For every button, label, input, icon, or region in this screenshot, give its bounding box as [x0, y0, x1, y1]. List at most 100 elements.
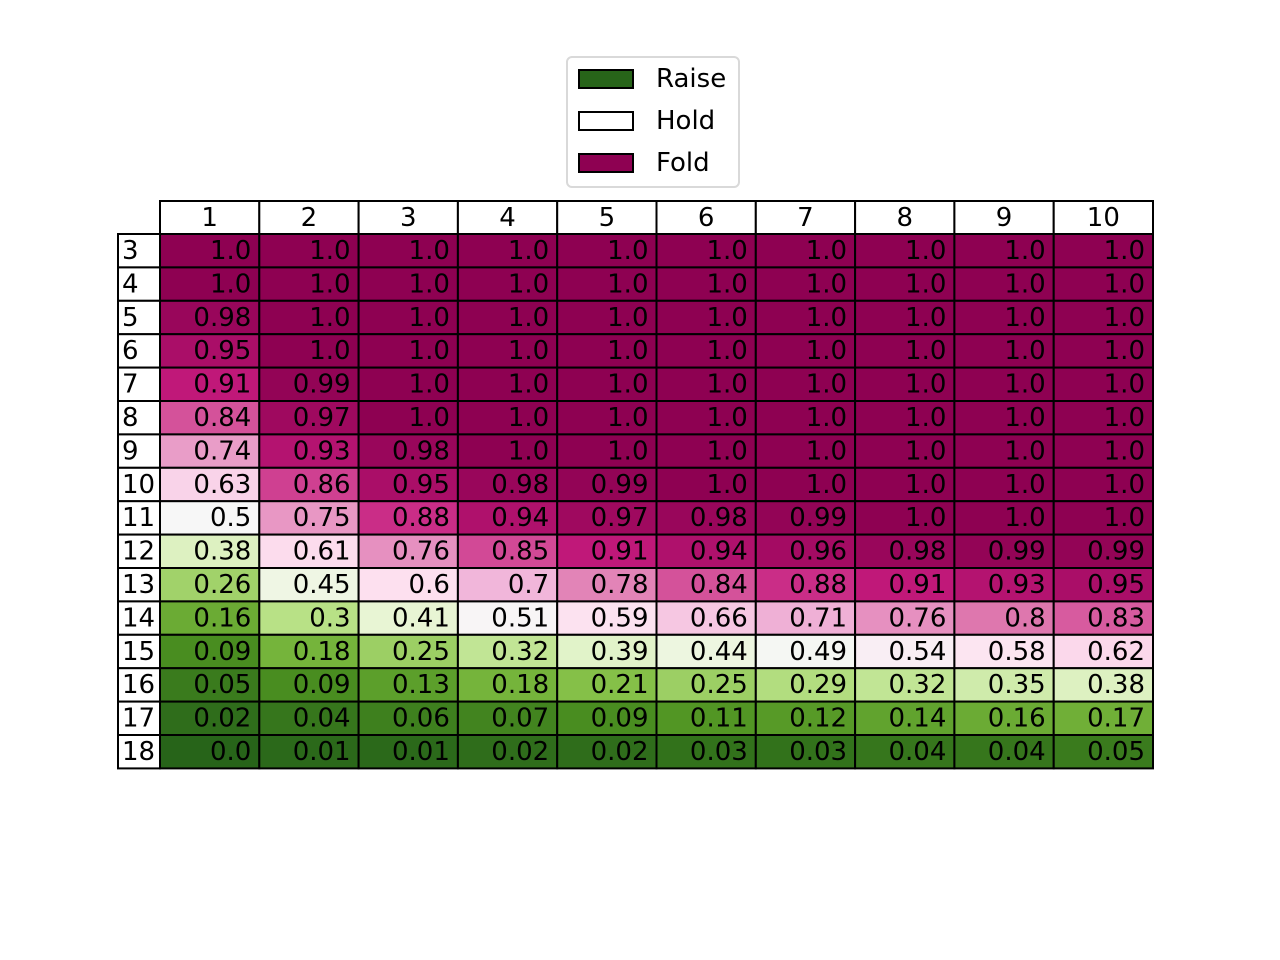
cell-value-label: 0.84 — [193, 403, 251, 433]
cell-value-label: 0.25 — [690, 670, 748, 700]
heatmap-cell — [754, 667, 857, 703]
cell-value-label: 1.0 — [1104, 470, 1145, 500]
cell-value-label: 0.49 — [789, 637, 847, 667]
cell-value-label: 1.0 — [806, 436, 847, 466]
heatmap-cell — [159, 266, 261, 302]
heatmap-cell — [953, 633, 1055, 670]
heatmap-cell — [159, 366, 261, 403]
row-header-label: 18 — [122, 737, 155, 767]
cell-value-label: 0.06 — [392, 704, 450, 734]
cell-value-label: 0.09 — [193, 637, 251, 667]
heatmap-cell — [953, 567, 1055, 603]
cell-value-label: 1.0 — [905, 370, 946, 400]
heatmap-cell — [357, 299, 459, 336]
cell-value-label: 1.0 — [706, 269, 747, 299]
heatmap-cell — [655, 366, 757, 403]
heatmap-cell — [854, 734, 956, 770]
cell-value-label: 1.0 — [607, 303, 648, 333]
cell-value-label: 1.0 — [706, 470, 747, 500]
cell-value-label: 1.0 — [409, 403, 450, 433]
row-header-label: 14 — [122, 603, 155, 633]
heatmap-cell — [754, 633, 857, 670]
cell-value-label: 1.0 — [706, 303, 747, 333]
heatmap-cell — [655, 533, 757, 569]
heatmap-cell — [159, 400, 261, 436]
cell-value-label: 1.0 — [607, 236, 648, 266]
heatmap-cell — [1052, 433, 1154, 469]
cell-value-label: 1.0 — [905, 503, 946, 533]
cell-value-label: 1.0 — [706, 236, 747, 266]
cell-value-label: 0.63 — [193, 470, 251, 500]
heatmap-cell — [258, 433, 360, 469]
heatmap-cell — [159, 299, 261, 336]
row-header-cell — [117, 600, 161, 636]
heatmap-cell — [456, 533, 559, 569]
cell-value-label: 1.0 — [409, 269, 450, 299]
column-header-label: 10 — [1087, 203, 1120, 233]
cell-value-label: 1.0 — [409, 370, 450, 400]
cell-value-label: 0.35 — [988, 670, 1046, 700]
cell-value-label: 1.0 — [1104, 303, 1145, 333]
cell-value-label: 1.0 — [706, 370, 747, 400]
cell-value-label: 0.85 — [491, 537, 549, 567]
heatmap-cell — [258, 400, 360, 436]
heatmap-cell — [754, 233, 857, 269]
column-header-label: 8 — [896, 203, 913, 233]
heatmap-cell — [953, 533, 1055, 569]
row-header-cell — [117, 567, 161, 603]
table-grid: 1 2 3 4 5 6 7 8 9 103 1.0 1.0 1.0 1.0 1.0 1.0 1.0 1.0 1.0 1… — [117, 200, 1154, 770]
cell-value-label: 0.88 — [789, 570, 847, 600]
heatmap-cell — [953, 266, 1055, 302]
cell-value-label: 1.0 — [309, 303, 350, 333]
legend-label-fold: Fold — [656, 148, 710, 178]
row-header-label: 15 — [122, 637, 155, 667]
cell-value-label: 0.91 — [193, 370, 251, 400]
heatmap-cell — [754, 700, 857, 736]
cell-value-label: 0.29 — [789, 670, 847, 700]
heatmap-cell — [1052, 400, 1154, 436]
cell-value-label: 1.0 — [1104, 370, 1145, 400]
heatmap-cell — [556, 600, 658, 636]
row-header-cell — [117, 500, 161, 536]
cell-value-label: 1.0 — [1104, 336, 1145, 366]
heatmap-cell — [258, 567, 360, 603]
cell-value-label: 0.7 — [508, 570, 549, 600]
heatmap-cell — [357, 466, 459, 503]
column-header-label: 4 — [499, 203, 516, 233]
heatmap-cell — [258, 734, 360, 770]
cell-value-label: 0.94 — [690, 537, 748, 567]
heatmap-cell — [854, 233, 956, 269]
cell-value-label: 0.05 — [1087, 737, 1145, 767]
heatmap-cell — [159, 633, 261, 670]
heatmap-cell — [159, 333, 261, 369]
row-header-cell — [117, 333, 161, 369]
cell-value-label: 0.38 — [193, 537, 251, 567]
column-header-label: 5 — [599, 203, 616, 233]
cell-value-label: 0.95 — [1087, 570, 1145, 600]
row-header-cell — [117, 633, 161, 670]
cell-value-label: 1.0 — [409, 303, 450, 333]
cell-value-label: 1.0 — [706, 336, 747, 366]
cell-value-label: 0.61 — [293, 537, 351, 567]
heatmap-cell — [854, 333, 956, 369]
heatmap-cell — [655, 567, 757, 603]
cell-value-label: 0.98 — [193, 303, 251, 333]
row-header-label: 4 — [122, 269, 139, 299]
cell-value-label: 0.94 — [491, 503, 549, 533]
heatmap-cell — [556, 400, 658, 436]
cell-value-label: 0.99 — [988, 537, 1046, 567]
cell-value-label: 1.0 — [1104, 436, 1145, 466]
cell-value-label: 0.86 — [293, 470, 351, 500]
heatmap-cell — [456, 667, 559, 703]
cell-value-label: 0.21 — [591, 670, 649, 700]
legend: Raise Hold Fold — [566, 56, 740, 188]
cell-value-label: 0.0 — [210, 737, 251, 767]
heatmap-cell — [556, 533, 658, 569]
cell-value-label: 0.01 — [293, 737, 351, 767]
cell-value-label: 1.0 — [508, 436, 549, 466]
heatmap-cell — [258, 233, 360, 269]
cell-value-label: 1.0 — [309, 269, 350, 299]
heatmap-cell — [556, 433, 658, 469]
heatmap-cell — [953, 466, 1055, 503]
heatmap-cell — [357, 533, 459, 569]
